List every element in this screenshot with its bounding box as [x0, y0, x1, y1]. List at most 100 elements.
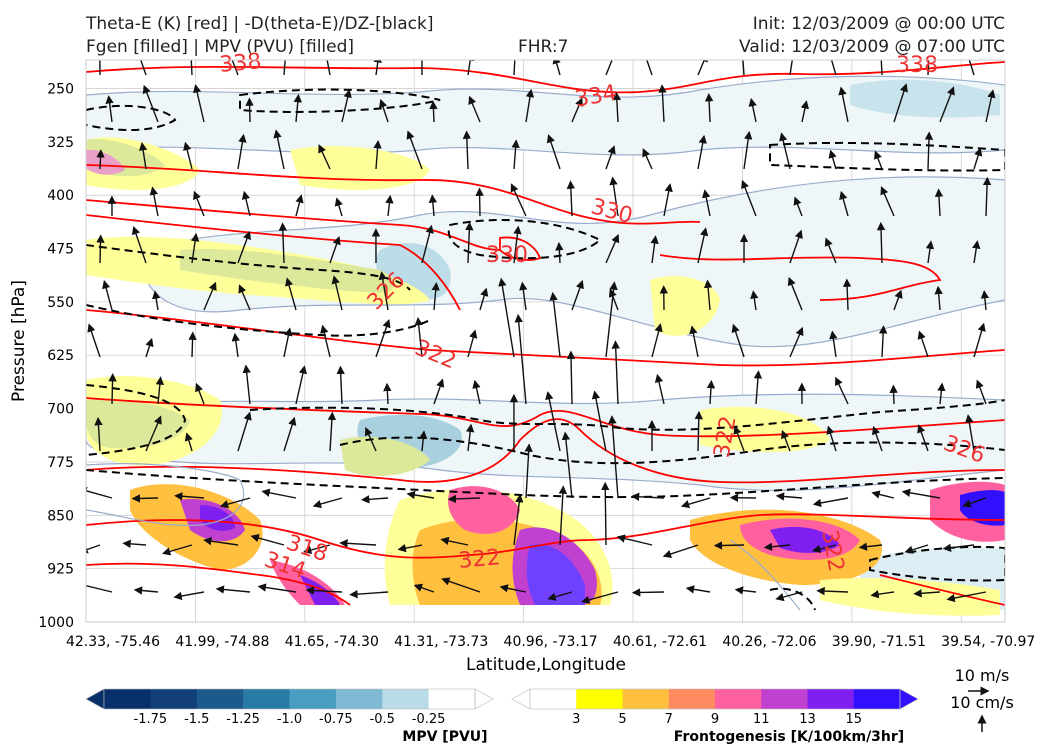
wind-vector [295, 365, 307, 405]
x-tick-label: 42.33, -75.46 [66, 634, 160, 650]
wind-vector [962, 497, 987, 508]
wind-vector [349, 590, 389, 599]
wind-vector [571, 279, 584, 311]
horizontal-reference-label: 10 m/s [955, 666, 1010, 685]
wind-vector [149, 186, 159, 217]
wind-vector [231, 60, 239, 76]
wind-vector [917, 424, 929, 452]
wind-vector [581, 591, 619, 604]
y-tick-label: 1000 [38, 615, 74, 631]
wind-vector [499, 584, 527, 593]
fgen-fill [770, 526, 840, 553]
wind-vector [741, 179, 757, 217]
wind-vector [608, 415, 619, 499]
wind-vector [334, 197, 343, 217]
fgen-fill [340, 436, 430, 476]
fgen-fill [86, 398, 190, 449]
wind-vector [893, 83, 908, 123]
wind-vector [750, 290, 759, 311]
wind-vector [871, 490, 895, 499]
wind-vector [373, 139, 382, 170]
x-tick-label: 41.31, -73.73 [394, 634, 488, 650]
colorbar-outline [103, 688, 476, 710]
mpv-fill [139, 176, 1005, 348]
wind-vector [880, 60, 883, 76]
wind-vector [775, 492, 803, 501]
x-axis: 42.33, -75.46 41.99, -74.88 41.65, -74.30 4… [66, 634, 1035, 650]
wind-vector [285, 277, 297, 311]
wind-vector [697, 134, 707, 170]
colorbar-swatch [382, 689, 430, 709]
wind-vector [431, 282, 440, 311]
wind-vector [680, 497, 711, 509]
wind-vector [375, 319, 391, 358]
wind-vector [278, 222, 288, 264]
stability-contour [249, 399, 1005, 431]
wind-vector [942, 543, 975, 552]
wind-vector [609, 176, 619, 217]
wind-vector [152, 290, 161, 311]
wind-vector [479, 287, 489, 311]
wind-vector [320, 324, 331, 358]
wind-vector [414, 317, 423, 358]
wind-vector [336, 365, 345, 405]
wind-vector [283, 416, 297, 452]
wind-vector [658, 84, 667, 123]
wind-vector [651, 323, 663, 358]
wind-vector [904, 544, 929, 554]
filled-fields [86, 75, 1005, 616]
wind-vector [946, 591, 987, 603]
wind-vector [524, 443, 533, 499]
wind-vector [513, 60, 516, 76]
theta-e-contour [879, 574, 1005, 606]
wind-vector [697, 60, 708, 76]
wind-vector [295, 194, 304, 217]
colorbar-tick-label: -0.75 [319, 712, 353, 727]
wind-vector [190, 232, 200, 264]
wind-vector [824, 237, 837, 264]
frontogenesis-colorbar-title: Frontogenesis [K/100km/3hr] [674, 729, 904, 745]
wind-vector [237, 230, 251, 264]
wind-vector [838, 86, 849, 123]
colorbar-tick-label: 5 [618, 712, 626, 727]
colorbar-swatch [622, 689, 670, 709]
wind-vector [87, 323, 101, 358]
colorbar-tick-label: -1.5 [184, 712, 209, 727]
y-tick-label: 475 [47, 242, 74, 258]
wind-vector [312, 497, 343, 509]
wind-vector [193, 190, 205, 217]
x-tick-label: 40.96, -73.17 [504, 634, 598, 650]
wind-vectors [86, 60, 996, 604]
wind-vector [138, 142, 148, 170]
wind-vector [561, 431, 573, 499]
y-tick-label: 325 [47, 135, 74, 151]
wind-vector [630, 492, 665, 501]
wind-vector [155, 376, 165, 405]
vertical-reference-label: 10 cm/s [950, 693, 1014, 712]
wind-vector [519, 281, 528, 311]
wind-vector [876, 221, 886, 264]
stability-contour [447, 219, 602, 260]
wind-vector [662, 544, 699, 559]
wind-vector [591, 390, 607, 452]
wind-vector [465, 221, 474, 264]
wind-vector [237, 411, 252, 452]
wind-vector [605, 145, 616, 170]
y-axis: 250 325 400 475 550 625 700 775 850 925 1000 [38, 81, 74, 631]
theta-e-contour-label: 322 [457, 545, 501, 574]
theta-e-contour [86, 513, 1005, 559]
wind-vector [642, 148, 653, 170]
wind-vector [571, 97, 583, 123]
wind-vector [781, 429, 791, 452]
colorbar-tick-label: 11 [753, 712, 770, 727]
wind-vector [86, 584, 113, 593]
wind-vector [105, 95, 114, 123]
colorbar-extend-max [474, 688, 494, 710]
wind-vector [428, 194, 438, 217]
mpv-contours [86, 463, 801, 611]
wind-vector [364, 427, 377, 452]
wind-vector [447, 494, 481, 504]
fgen-fill [300, 575, 340, 605]
wind-vector [406, 490, 435, 500]
